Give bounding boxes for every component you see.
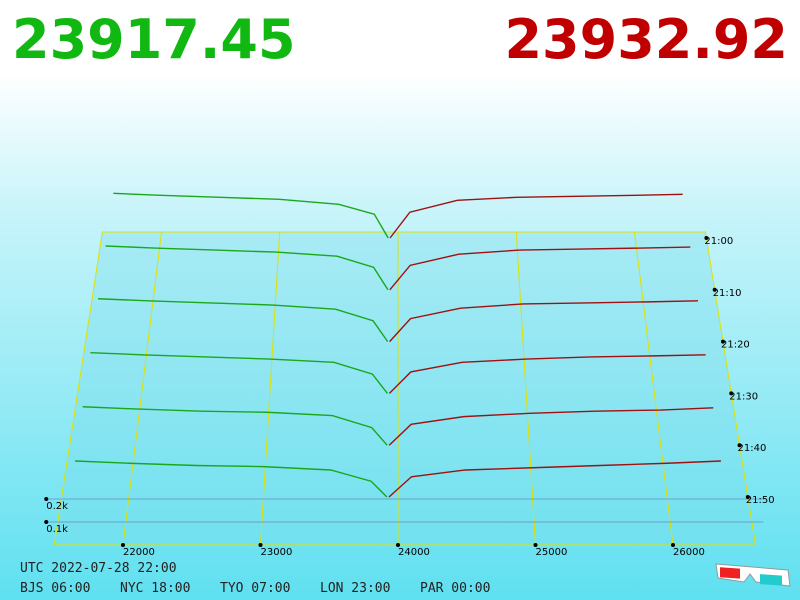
tick-mark bbox=[737, 443, 742, 448]
grid-line bbox=[634, 231, 674, 546]
tick-mark bbox=[712, 287, 717, 292]
ask-depth-line bbox=[388, 460, 721, 498]
x-tick-label: 22000 bbox=[123, 547, 155, 558]
tick-mark bbox=[396, 543, 400, 547]
zone-time: NYC 18:00 bbox=[120, 581, 190, 596]
time-label: 21:30 bbox=[729, 391, 758, 402]
y-tick-label: 0.1k bbox=[46, 524, 68, 535]
grid-line bbox=[260, 231, 281, 546]
y-tick-label: 0.2k bbox=[46, 501, 68, 512]
3d-glasses-icon[interactable] bbox=[715, 563, 791, 587]
tick-mark bbox=[729, 391, 734, 396]
bid-depth-line bbox=[97, 298, 389, 343]
floor bbox=[53, 231, 757, 546]
zone-time: BJS 06:00 bbox=[20, 581, 90, 596]
tick-mark bbox=[720, 339, 725, 344]
bid-depth-line bbox=[105, 245, 389, 291]
tick-mark bbox=[533, 543, 538, 547]
x-tick-label: 23000 bbox=[261, 547, 293, 558]
bid-depth-line bbox=[75, 460, 388, 498]
tick-mark bbox=[704, 236, 709, 240]
x-tick-label: 24000 bbox=[398, 547, 430, 558]
bid-depth-line bbox=[113, 192, 389, 239]
ask-depth-line bbox=[389, 193, 683, 239]
ask-price: 23932.92 bbox=[504, 8, 788, 71]
zone-time: LON 23:00 bbox=[320, 581, 390, 596]
grid-line bbox=[515, 231, 536, 546]
ask-depth-line bbox=[388, 407, 714, 446]
tick-mark bbox=[44, 497, 49, 501]
x-tick-label: 25000 bbox=[536, 547, 568, 558]
plot: 22000 23000 24000 25000 26000 0.1k 0.2k 21:00 21… bbox=[44, 192, 775, 558]
time-label: 21:40 bbox=[738, 443, 767, 454]
zone-time: TYO 07:00 bbox=[220, 581, 290, 596]
ask-depth-line bbox=[388, 354, 706, 394]
time-label: 21:10 bbox=[713, 288, 742, 299]
time-label: 21:00 bbox=[704, 236, 733, 247]
bid-depth-line bbox=[90, 351, 388, 394]
ask-depth-line bbox=[389, 300, 698, 343]
tick-mark bbox=[121, 543, 125, 547]
bid-depth-line bbox=[82, 406, 388, 446]
bid-price: 23917.45 bbox=[12, 8, 296, 71]
zone-time: PAR 00:00 bbox=[420, 581, 490, 596]
utc-time: UTC 2022-07-28 22:00 bbox=[20, 561, 177, 576]
ask-depth-line bbox=[389, 246, 691, 291]
time-label: 21:20 bbox=[721, 340, 750, 351]
time-label: 21:50 bbox=[746, 495, 775, 506]
tick-mark bbox=[745, 495, 750, 499]
x-tick-label: 26000 bbox=[673, 547, 705, 558]
tick-mark bbox=[258, 543, 263, 547]
grid-line bbox=[122, 231, 162, 546]
tick-mark bbox=[671, 543, 675, 547]
tick-mark bbox=[44, 520, 49, 524]
